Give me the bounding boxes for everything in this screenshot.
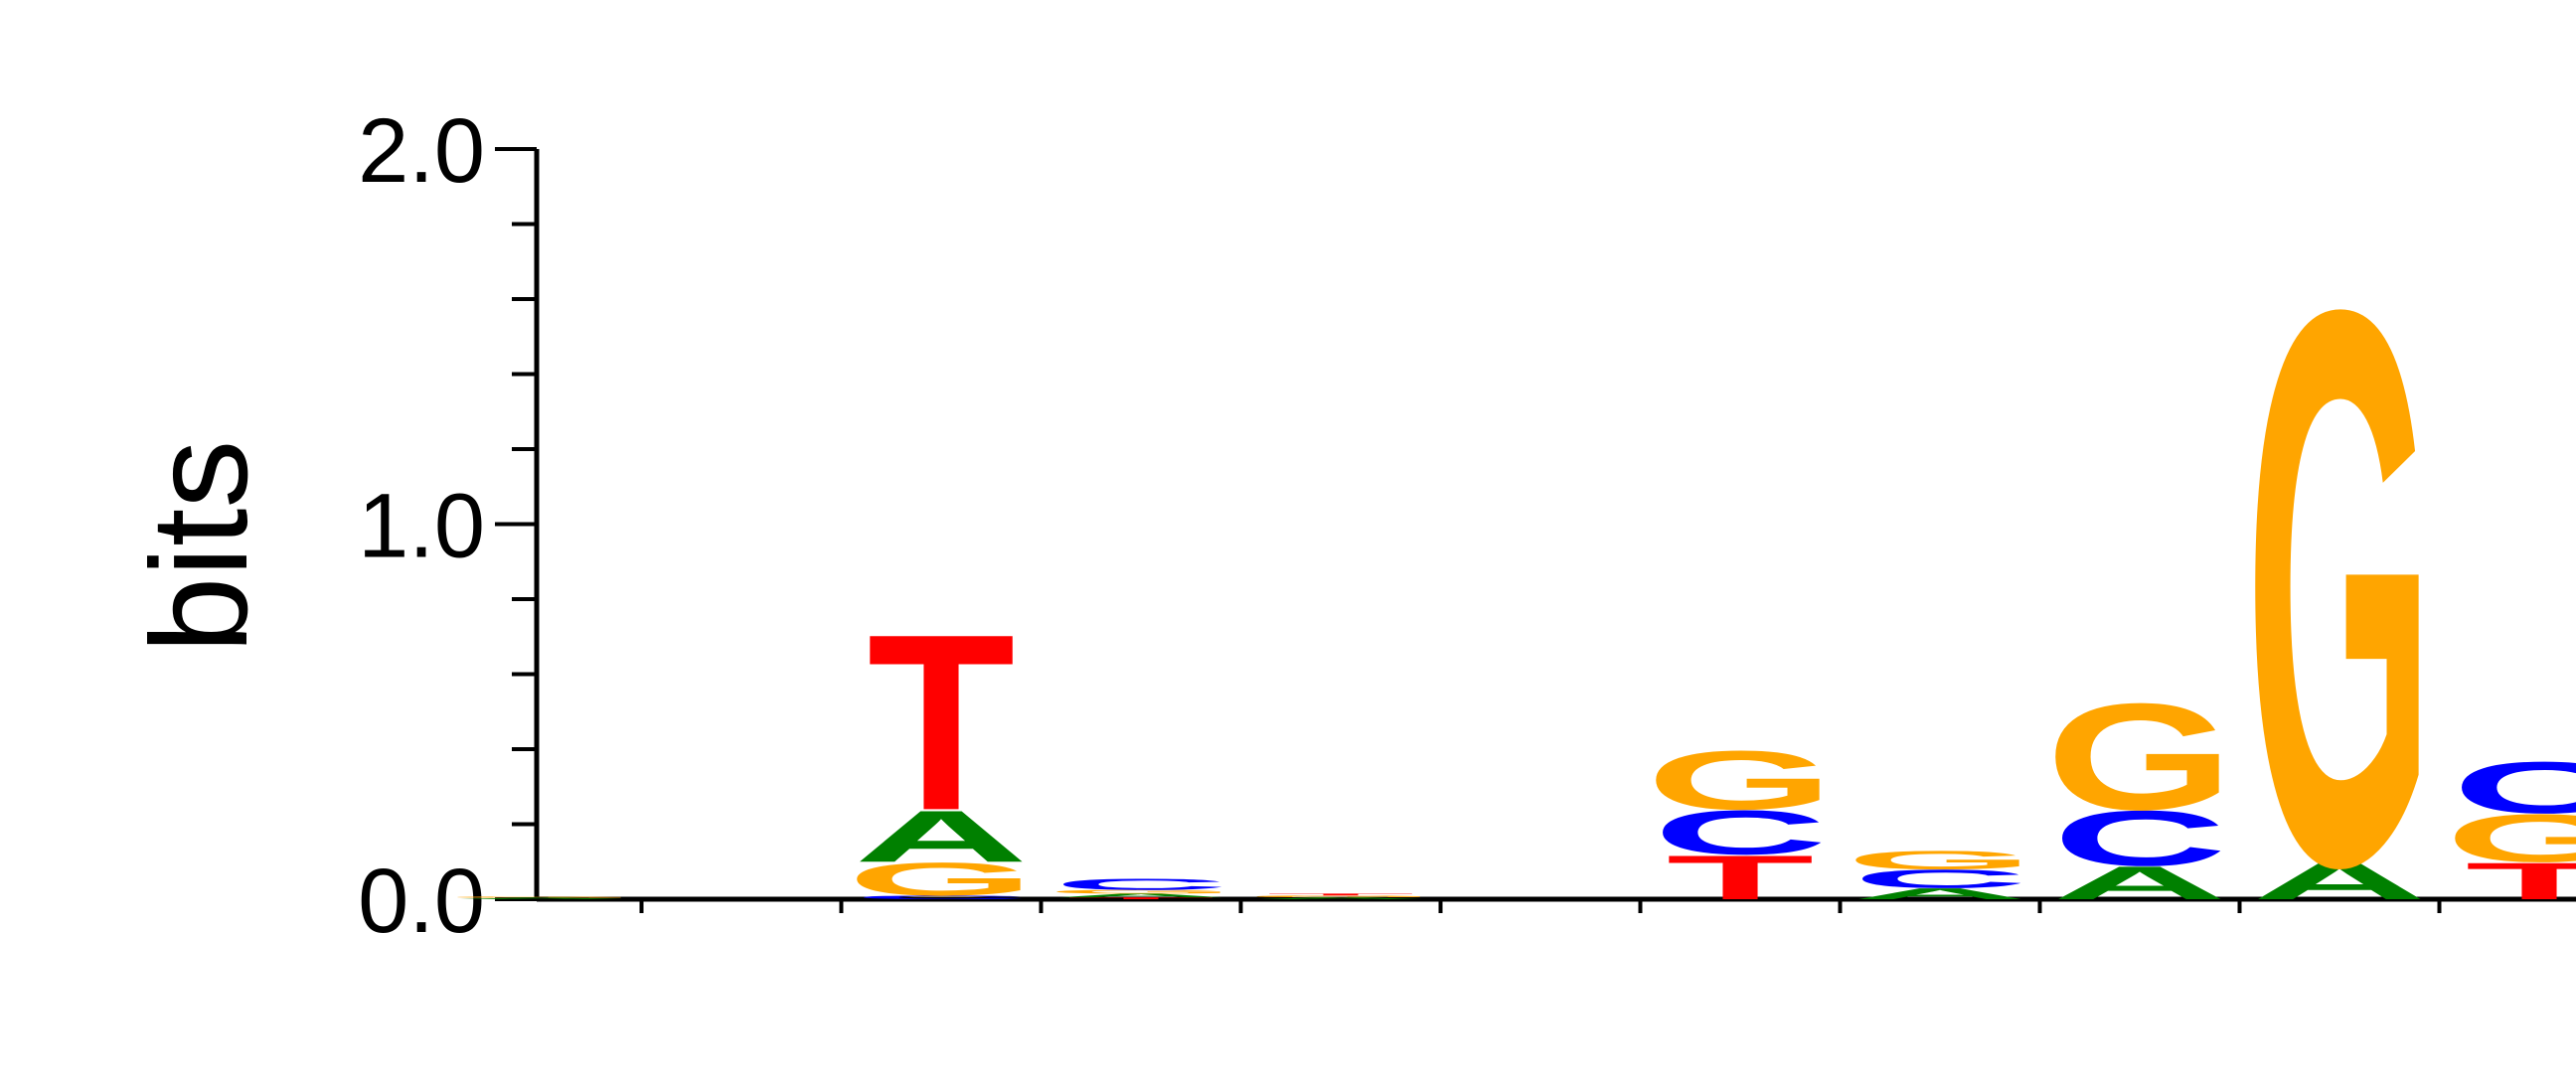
letter-g: G <box>2045 673 2233 843</box>
letter-a: A <box>1253 897 1428 900</box>
letter-g: G <box>447 896 635 898</box>
letter-c: C <box>854 894 1029 900</box>
position-stack: AGT <box>1246 893 1434 900</box>
letter-g: G <box>1246 895 1434 898</box>
letter-a: A <box>1053 892 1228 898</box>
letter-a: A <box>2252 852 2427 910</box>
letter-t: T <box>2466 852 2576 910</box>
letter-c: C <box>1653 797 1828 867</box>
position-stack: ACG <box>2045 673 2233 909</box>
letter-a: A <box>454 897 629 899</box>
letter-g: G <box>2245 145 2433 1029</box>
letter-a: A <box>1852 885 2027 903</box>
letter-a: A <box>854 796 1029 877</box>
position-stack: AG <box>447 896 635 899</box>
letter-g: G <box>2445 800 2576 876</box>
position-stack: AG <box>2245 145 2433 1029</box>
letter-c: C <box>1053 875 1228 893</box>
letter-g: G <box>847 853 1035 906</box>
letter-c: C <box>2052 795 2227 882</box>
y-axis-label: bits <box>123 440 276 654</box>
position-stack: TCG <box>1646 733 1834 912</box>
letter-t: T <box>1267 893 1415 896</box>
y-tick-label: 0.0 <box>358 851 485 952</box>
letter-g: G <box>1046 889 1234 895</box>
letter-g: G <box>1646 733 1834 827</box>
y-tick-label: 1.0 <box>358 476 485 577</box>
letter-stacks: AGCGATTAGCAGTTCGACGACGAGTGCATC <box>447 145 2576 1029</box>
axes: 0.0 1.0 2.0 <box>358 100 2576 952</box>
letter-t: T <box>1667 843 1815 913</box>
position-stack: TGC <box>2445 747 2576 911</box>
letter-g: G <box>1846 846 2033 875</box>
letter-t: T <box>868 581 1016 862</box>
letter-c: C <box>2452 747 2576 829</box>
y-tick-label: 2.0 <box>358 100 485 202</box>
letter-t: T <box>1067 897 1215 900</box>
letter-c: C <box>1852 864 2027 894</box>
letter-a: A <box>2052 856 2227 909</box>
position-stack: ACG <box>1846 846 2033 902</box>
